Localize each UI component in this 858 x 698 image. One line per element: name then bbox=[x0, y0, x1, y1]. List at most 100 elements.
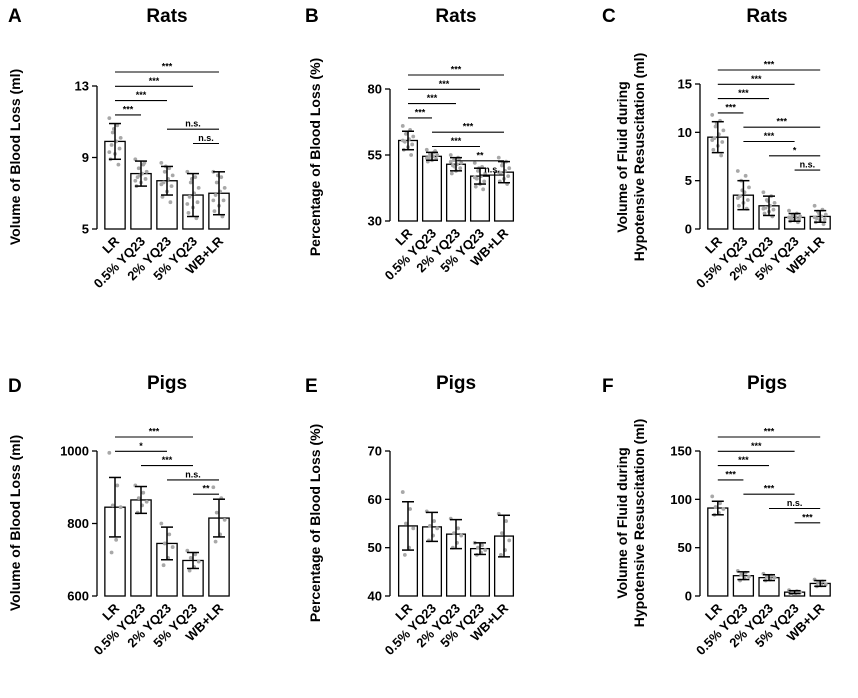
data-point bbox=[159, 182, 164, 187]
data-point bbox=[721, 507, 726, 511]
data-point bbox=[713, 505, 718, 509]
data-point bbox=[109, 550, 114, 555]
data-point bbox=[141, 490, 146, 495]
data-point bbox=[812, 203, 817, 208]
data-point bbox=[169, 184, 174, 189]
data-point bbox=[435, 153, 440, 157]
bar-4 bbox=[469, 547, 491, 597]
significance-label: *** bbox=[725, 102, 736, 112]
data-point bbox=[718, 501, 722, 506]
panel-letter: C bbox=[602, 6, 616, 27]
error-bar-2 bbox=[135, 160, 147, 187]
data-point bbox=[110, 503, 115, 508]
significance-label: *** bbox=[764, 131, 775, 141]
y-tick-label: 600 bbox=[67, 589, 89, 604]
data-point bbox=[452, 531, 456, 536]
chart-panel-c: C Rats Volume of Fluid duringHypotensive R… bbox=[602, 6, 831, 291]
significance-label: *** bbox=[764, 484, 775, 494]
y-tick-label: 40 bbox=[368, 589, 382, 604]
y-axis-label: Volume of Fluid duringHypotensive Resusc… bbox=[614, 419, 647, 628]
chart-panel-f: F Pigs Volume of Fluid duringHypotensive R… bbox=[602, 373, 831, 658]
chart-panel-d: D Pigs Volume of Blood Loss (ml) 600 800 1000… bbox=[7, 373, 230, 658]
significance-label: n.s. bbox=[484, 165, 500, 175]
significance-label: *** bbox=[162, 455, 173, 465]
data-point bbox=[404, 521, 408, 526]
y-tick-label: 100 bbox=[670, 492, 692, 507]
significance-label: *** bbox=[463, 122, 474, 132]
bar-3 bbox=[445, 163, 467, 222]
y-tick-label: 50 bbox=[678, 540, 692, 555]
panel-letter: E bbox=[305, 376, 318, 397]
bar-2 bbox=[421, 155, 443, 222]
data-point bbox=[483, 171, 488, 176]
bar-1 bbox=[707, 507, 729, 597]
error-bar-3 bbox=[763, 195, 775, 217]
data-point bbox=[116, 162, 121, 167]
data-point bbox=[187, 194, 192, 199]
significance-label: *** bbox=[123, 104, 134, 114]
error-bar-4 bbox=[788, 589, 801, 595]
y-tick-label: 15 bbox=[678, 77, 692, 92]
data-point bbox=[212, 209, 217, 214]
y-tick-label: 80 bbox=[368, 82, 382, 97]
data-point bbox=[739, 572, 744, 577]
data-point bbox=[743, 173, 748, 178]
data-point bbox=[159, 160, 164, 165]
data-point bbox=[456, 526, 460, 531]
error-bar-4 bbox=[187, 551, 199, 570]
significance-label: *** bbox=[751, 74, 762, 84]
error-bar-5 bbox=[814, 209, 827, 223]
y-tick-label: 30 bbox=[368, 214, 382, 229]
data-point bbox=[114, 537, 119, 542]
data-point bbox=[107, 116, 112, 121]
data-point bbox=[823, 212, 828, 217]
error-bar-2 bbox=[426, 511, 438, 543]
data-point bbox=[400, 124, 405, 128]
data-point bbox=[764, 574, 769, 579]
data-point bbox=[424, 156, 429, 161]
data-point bbox=[160, 194, 165, 199]
data-point bbox=[428, 524, 432, 528]
data-point bbox=[400, 490, 405, 494]
data-point bbox=[435, 526, 440, 531]
data-point bbox=[409, 153, 414, 157]
significance-label: ** bbox=[476, 150, 484, 160]
data-point bbox=[411, 134, 416, 139]
y-tick-label: 800 bbox=[67, 516, 89, 531]
data-point bbox=[109, 143, 114, 147]
data-point bbox=[713, 124, 718, 129]
error-bar-2 bbox=[426, 151, 438, 162]
significance-label: *** bbox=[738, 455, 749, 465]
bar-1 bbox=[397, 139, 419, 222]
data-point bbox=[710, 494, 715, 499]
data-point bbox=[762, 211, 767, 216]
data-point bbox=[459, 533, 464, 538]
error-bar-1 bbox=[402, 130, 414, 151]
data-point bbox=[214, 510, 219, 515]
error-bar-2 bbox=[737, 571, 750, 581]
y-tick-label: 0 bbox=[685, 589, 692, 604]
data-point bbox=[506, 174, 511, 179]
significance-label: *** bbox=[149, 427, 160, 437]
data-point bbox=[144, 169, 149, 174]
y-tick-label: 150 bbox=[670, 444, 692, 459]
data-point bbox=[115, 483, 120, 488]
data-point bbox=[136, 496, 141, 501]
data-point bbox=[142, 160, 147, 165]
data-point bbox=[143, 177, 148, 181]
data-point bbox=[170, 545, 175, 549]
data-point bbox=[167, 166, 172, 171]
data-point bbox=[720, 140, 725, 144]
data-point bbox=[107, 150, 112, 155]
data-point bbox=[507, 166, 512, 171]
data-point bbox=[211, 198, 216, 203]
y-tick-label: 9 bbox=[82, 150, 89, 165]
error-bar-1 bbox=[711, 500, 724, 516]
data-point bbox=[472, 161, 477, 165]
significance-label: *** bbox=[136, 90, 147, 100]
chart-title: Rats bbox=[746, 6, 787, 27]
data-point bbox=[170, 173, 175, 178]
data-point bbox=[735, 169, 740, 173]
data-point bbox=[118, 505, 123, 510]
data-point bbox=[408, 507, 412, 511]
